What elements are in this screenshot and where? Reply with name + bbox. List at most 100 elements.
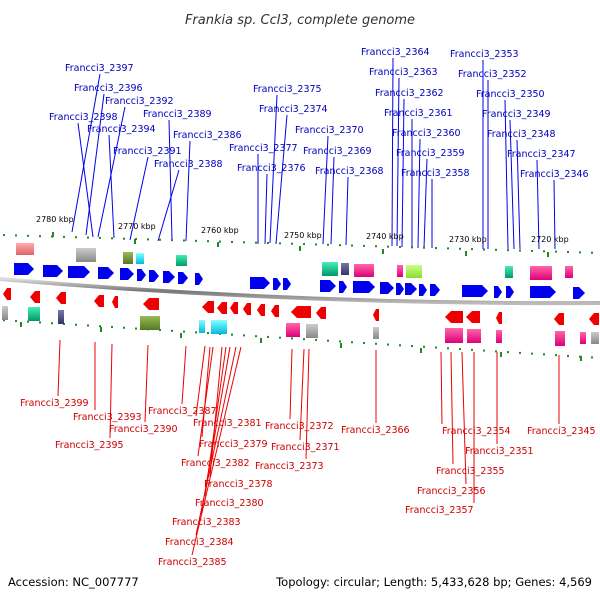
tick-dot bbox=[171, 329, 173, 332]
reverse-gene-arrow bbox=[3, 288, 11, 300]
tick-dot bbox=[435, 346, 437, 349]
tick-mark bbox=[580, 356, 582, 361]
leader-line bbox=[322, 135, 329, 245]
tick-mark bbox=[260, 338, 262, 343]
tick-dot bbox=[459, 348, 461, 351]
tick-dot bbox=[555, 250, 557, 253]
tick-mark bbox=[500, 352, 502, 357]
gene-label: Francci3_2376 bbox=[237, 163, 306, 174]
leader-line bbox=[157, 169, 180, 242]
forward-gene-arrow bbox=[494, 286, 502, 298]
gene-label: Francci3_2396 bbox=[74, 83, 143, 94]
leader-line bbox=[191, 346, 242, 556]
label-leader-lines bbox=[57, 57, 560, 556]
leader-line bbox=[201, 346, 211, 438]
forward-gene-arrow bbox=[178, 272, 188, 284]
reverse-gene-arrow bbox=[230, 302, 238, 314]
leader-line bbox=[299, 348, 305, 441]
feature-box bbox=[140, 316, 160, 330]
leader-line bbox=[144, 344, 149, 423]
tick-mark bbox=[420, 348, 422, 353]
feature-box bbox=[28, 307, 40, 321]
tick-mark bbox=[20, 322, 22, 327]
gene-label: Francci3_2351 bbox=[465, 446, 534, 457]
gene-label: Francci3_2391 bbox=[113, 146, 182, 157]
forward-gene-arrow bbox=[419, 284, 427, 296]
gene-label: Francci3_2375 bbox=[253, 84, 322, 95]
forward-gene-arrow bbox=[396, 283, 404, 295]
forward-gene-arrow bbox=[380, 282, 394, 294]
tick-dot bbox=[195, 331, 197, 334]
leader-line bbox=[275, 114, 288, 245]
tick-dot bbox=[423, 246, 425, 249]
leader-line bbox=[305, 348, 310, 460]
forward-gene-arrow bbox=[14, 263, 34, 275]
tick-dot bbox=[543, 353, 545, 356]
leader-line bbox=[401, 98, 405, 248]
gene-label: Francci3_2348 bbox=[487, 129, 556, 140]
tick-dot bbox=[279, 242, 281, 245]
reverse-gene-arrow bbox=[445, 311, 463, 323]
leader-line bbox=[168, 119, 173, 241]
gene-label: Francci3_2370 bbox=[295, 125, 364, 136]
forward-gene-arrow bbox=[195, 273, 203, 285]
kbp-scale-labels: 2780 kbp 2770 kbp 2760 kbp 2750 kbp 2740… bbox=[36, 215, 569, 244]
leader-line bbox=[71, 73, 101, 233]
forward-gene-arrow bbox=[250, 277, 270, 289]
tick-dot bbox=[3, 234, 5, 237]
leader-line bbox=[461, 351, 467, 485]
tick-dot bbox=[459, 247, 461, 250]
tick-dot bbox=[231, 333, 233, 336]
leader-line bbox=[396, 77, 400, 247]
feature-box bbox=[2, 306, 8, 320]
reverse-gene-arrow bbox=[217, 302, 227, 314]
tick-dot bbox=[231, 240, 233, 243]
tick-dot bbox=[375, 245, 377, 248]
gene-label: Francci3_2389 bbox=[143, 109, 212, 120]
tick-dot bbox=[99, 325, 101, 328]
feature-box bbox=[591, 332, 599, 344]
accession-text: Accession: NC_007777 bbox=[8, 575, 139, 589]
gene-label: Francci3_2371 bbox=[271, 442, 340, 453]
tick-dot bbox=[519, 249, 521, 252]
feature-box bbox=[176, 255, 187, 266]
reverse-gene-arrow bbox=[30, 291, 40, 303]
feature-box bbox=[496, 330, 502, 343]
gene-label: Francci3_2361 bbox=[384, 108, 453, 119]
forward-gene-arrow bbox=[98, 267, 114, 279]
gene-label: Francci3_2369 bbox=[303, 146, 372, 157]
tick-dot bbox=[507, 351, 509, 354]
genome-backbone bbox=[0, 277, 600, 306]
feature-box bbox=[373, 327, 379, 339]
reverse-gene-arrow bbox=[257, 304, 265, 316]
leader-line bbox=[181, 345, 187, 405]
leader-line bbox=[516, 139, 521, 250]
kbp-label: 2750 kbp bbox=[284, 231, 322, 240]
gene-label: Francci3_2354 bbox=[442, 426, 511, 437]
kbp-label: 2740 kbp bbox=[366, 232, 404, 241]
tick-dot bbox=[159, 238, 161, 241]
gene-label: Francci3_2362 bbox=[375, 88, 444, 99]
kbp-label: 2770 kbp bbox=[118, 222, 156, 231]
tick-dot bbox=[291, 242, 293, 245]
leader-line bbox=[330, 156, 335, 245]
forward-gene-arrow bbox=[430, 284, 440, 296]
tick-dot bbox=[363, 244, 365, 247]
tick-dot bbox=[435, 247, 437, 250]
gene-label: Francci3_2384 bbox=[165, 537, 234, 548]
leader-line bbox=[536, 159, 540, 250]
tick-dot bbox=[159, 329, 161, 332]
tick-dot bbox=[99, 236, 101, 239]
tick-mark bbox=[180, 333, 182, 338]
gene-label: Francci3_2374 bbox=[259, 104, 328, 115]
leader-line bbox=[450, 351, 454, 465]
gene-label: Francci3_2377 bbox=[229, 143, 298, 154]
tick-mark bbox=[100, 327, 102, 332]
gene-label: Francci3_2393 bbox=[73, 412, 142, 423]
feature-box bbox=[136, 253, 144, 264]
kbp-label: 2760 kbp bbox=[201, 226, 239, 235]
leader-line bbox=[553, 179, 556, 250]
feature-box bbox=[354, 264, 374, 277]
forward-gene-arrow bbox=[405, 283, 417, 295]
forward-gene-arrow bbox=[137, 269, 146, 281]
